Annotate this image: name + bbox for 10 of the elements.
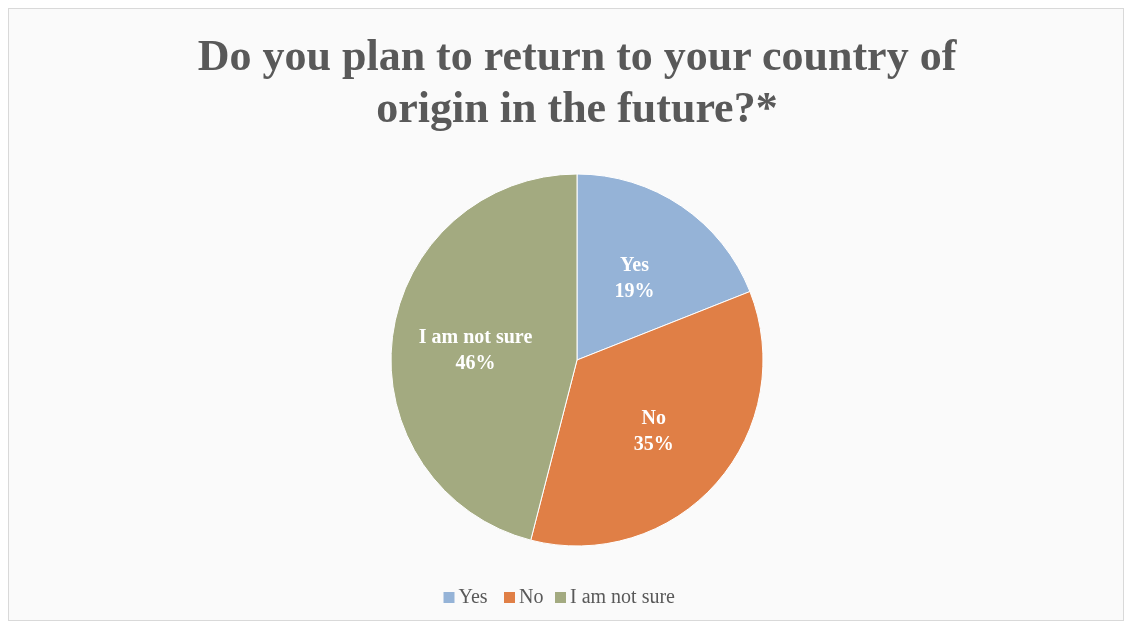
legend-label: Yes [458, 585, 488, 607]
data-label: 46% [455, 351, 496, 374]
legend-label: I am not sure [570, 585, 676, 607]
chart-title: Do you plan to return to your country of origin in the future?* [197, 31, 958, 132]
legend-label: No [519, 585, 544, 607]
data-label: 35% [633, 431, 674, 454]
slice-label: No [641, 405, 666, 428]
slice-label: Yes [620, 253, 650, 276]
data-label: 19% [614, 279, 655, 302]
slice-label: I am not sure [418, 325, 533, 348]
